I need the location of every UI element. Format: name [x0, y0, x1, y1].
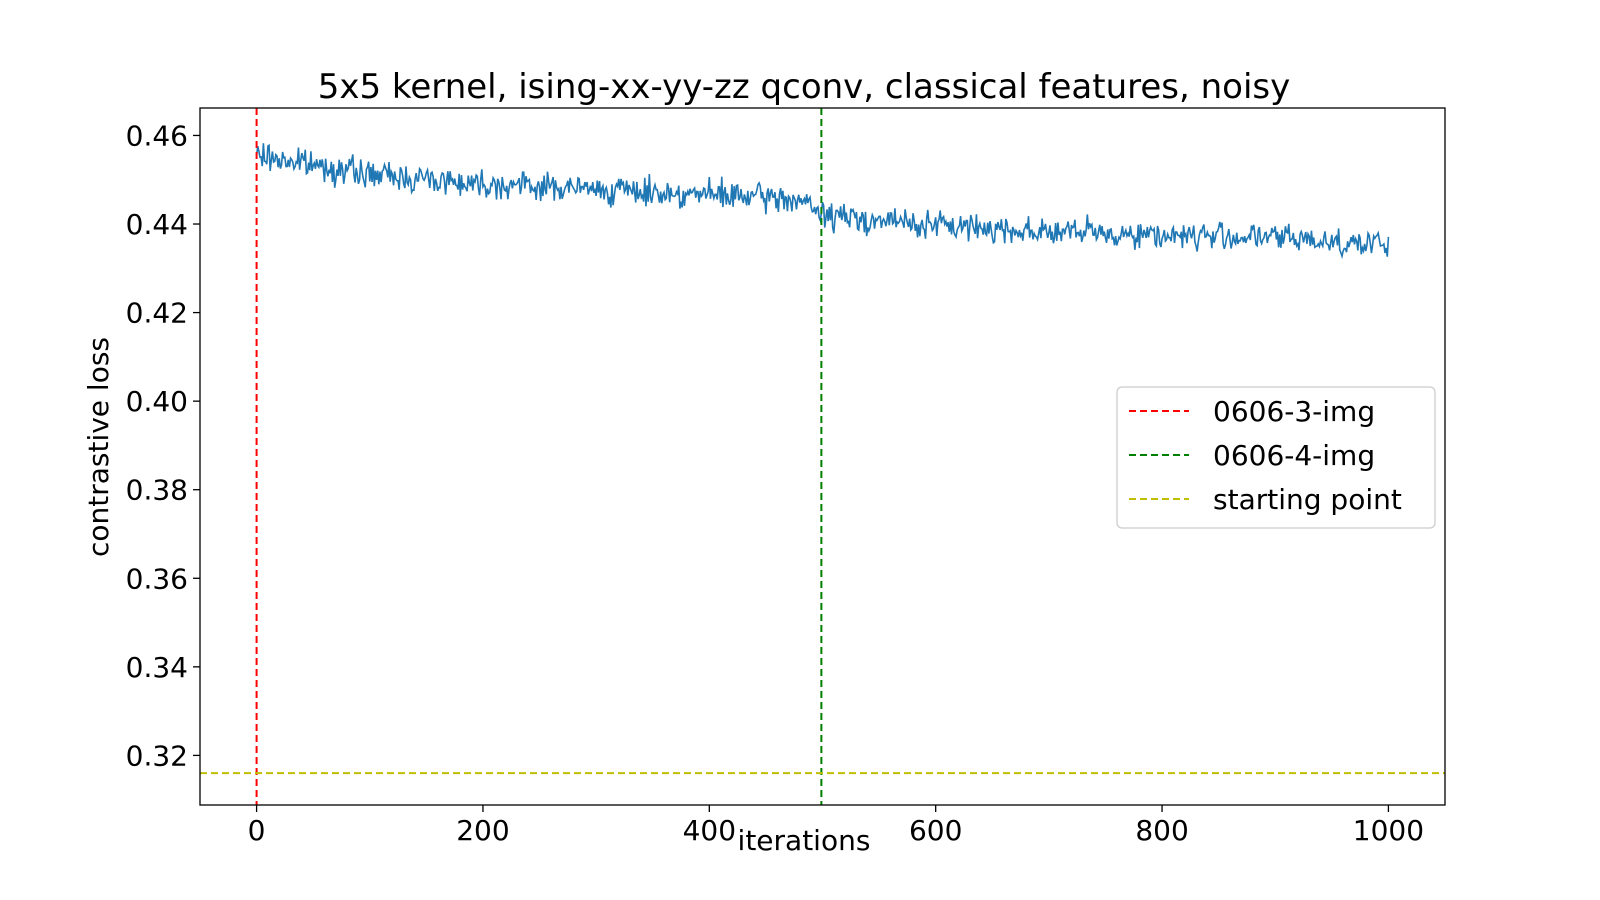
legend-label: 0606-4-img	[1213, 439, 1375, 472]
y-tick-label: 0.42	[126, 297, 188, 330]
y-tick-label: 0.38	[126, 474, 188, 507]
axes-frame	[199, 107, 1446, 806]
y-tick-label: 0.46	[126, 119, 188, 152]
y-axis-label: contrastive loss	[82, 337, 115, 557]
legend: 0606-3-img 0606-4-img starting point	[1116, 386, 1436, 529]
plot-area	[200, 108, 1445, 805]
legend-label: 0606-3-img	[1213, 395, 1375, 428]
x-tick-label: 200	[456, 814, 509, 847]
axes: 0 200 400 600 800 1000 0.32 0.34 0.36 0.38 0.40 0.4…	[126, 107, 1446, 847]
x-tick-label: 0	[248, 814, 266, 847]
x-tick-label: 1000	[1353, 814, 1424, 847]
x-tick-label: 400	[683, 814, 736, 847]
y-tick-label: 0.36	[126, 562, 188, 595]
x-tick-label: 600	[909, 814, 962, 847]
legend-label: starting point	[1213, 483, 1402, 516]
x-axis-label: iterations	[738, 824, 871, 857]
y-tick-label: 0.40	[126, 385, 188, 418]
loss-series-line	[255, 143, 1390, 260]
y-tick-label: 0.32	[126, 739, 188, 772]
legend-box	[1116, 386, 1436, 529]
y-tick-label: 0.44	[126, 208, 188, 241]
x-tick-label: 800	[1135, 814, 1188, 847]
y-tick-label: 0.34	[126, 651, 188, 684]
chart-title: 5x5 kernel, ising-xx-yy-zz qconv, classi…	[318, 67, 1291, 107]
